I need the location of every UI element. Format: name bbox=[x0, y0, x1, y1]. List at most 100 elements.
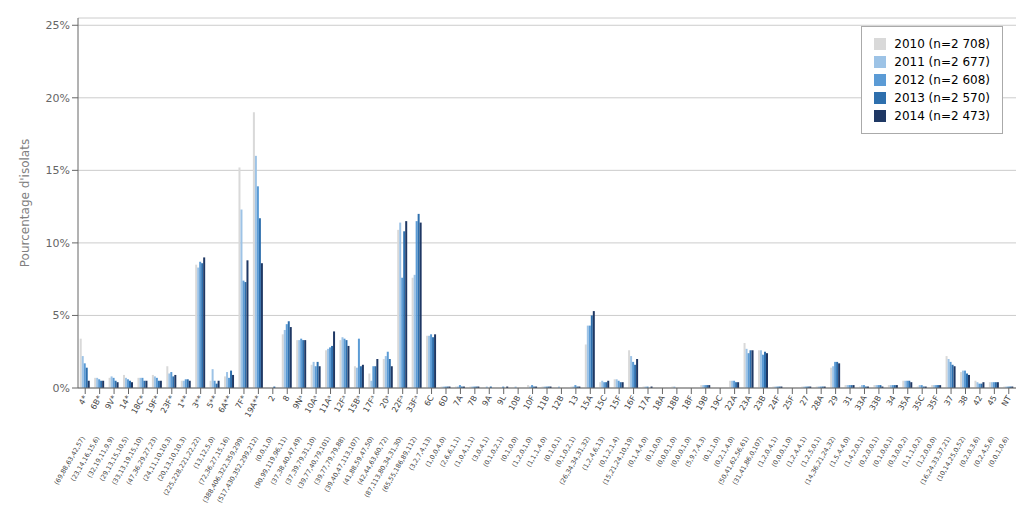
svg-text:(517,430,352,299,212): (517,430,352,299,212) bbox=[216, 435, 261, 504]
svg-text:(10,14,25,0,52): (10,14,25,0,52) bbox=[935, 435, 968, 483]
svg-text:16F: 16F bbox=[623, 394, 638, 412]
svg-text:(20,13,10,10,3): (20,13,10,10,3) bbox=[155, 435, 188, 483]
svg-text:23B: 23B bbox=[752, 394, 768, 412]
svg-text:17A: 17A bbox=[637, 394, 653, 413]
svg-text:12B: 12B bbox=[550, 394, 566, 412]
svg-text:25%: 25% bbox=[46, 19, 70, 32]
svg-text:(39,77,40,79,101): (39,77,40,79,101) bbox=[295, 435, 333, 490]
svg-text:15F: 15F bbox=[608, 394, 623, 412]
svg-text:22Fᵃ: 22Fᵃ bbox=[390, 394, 407, 414]
svg-text:(0,1,4,4,0): (0,1,4,4,0) bbox=[626, 435, 650, 468]
svg-text:9V*: 9V* bbox=[103, 394, 118, 411]
svg-text:9L: 9L bbox=[495, 394, 508, 407]
svg-text:(87,113,80,34,31,30): (87,113,80,34,31,30) bbox=[362, 435, 405, 499]
svg-text:35F: 35F bbox=[926, 394, 941, 412]
svg-text:33A: 33A bbox=[853, 394, 869, 413]
svg-text:7A: 7A bbox=[452, 394, 465, 408]
svg-text:19F*: 19F* bbox=[145, 394, 162, 415]
svg-text:(37,39,79,31,10): (37,39,79,31,10) bbox=[283, 435, 318, 487]
svg-text:(39,40,47,113,107): (39,40,47,113,107) bbox=[322, 435, 362, 494]
svg-text:18C*: 18C* bbox=[130, 394, 148, 416]
svg-text:(29,13,15,10,5): (29,13,15,10,5) bbox=[98, 435, 131, 483]
svg-text:(1,1,1,4,0): (1,1,1,4,0) bbox=[525, 435, 549, 468]
svg-text:9A: 9A bbox=[481, 394, 494, 408]
svg-text:35A: 35A bbox=[896, 394, 912, 413]
svg-text:18A: 18A bbox=[651, 394, 667, 413]
svg-text:(42,44,63,60,72): (42,44,63,60,72) bbox=[355, 435, 390, 487]
svg-text:19B: 19B bbox=[694, 394, 710, 412]
svg-text:0%: 0% bbox=[53, 382, 70, 395]
svg-text:5%: 5% bbox=[53, 309, 70, 322]
svg-text:(5,9,7,4,3): (5,9,7,4,3) bbox=[684, 435, 708, 468]
svg-text:(50,41,62,56,61): (50,41,62,56,61) bbox=[716, 435, 751, 487]
svg-text:29: 29 bbox=[827, 394, 840, 407]
svg-text:15A: 15A bbox=[579, 394, 595, 413]
svg-text:24F: 24F bbox=[767, 394, 782, 412]
svg-text:(0,1,0,2,1): (0,1,0,2,1) bbox=[482, 435, 506, 468]
svg-text:18B: 18B bbox=[666, 394, 682, 412]
svg-text:23A: 23A bbox=[738, 394, 754, 413]
svg-text:(37,38,40,47,49): (37,38,40,47,49) bbox=[269, 435, 304, 487]
svg-text:Pourcentage d'isolats: Pourcentage d'isolats bbox=[18, 139, 32, 267]
svg-text:27: 27 bbox=[798, 394, 811, 407]
svg-text:NT: NT bbox=[1000, 394, 1013, 408]
svg-text:42: 42 bbox=[971, 394, 984, 407]
svg-text:17Fᵃ: 17Fᵃ bbox=[361, 394, 378, 414]
svg-text:10F: 10F bbox=[522, 394, 537, 412]
svg-text:23F*: 23F* bbox=[159, 394, 176, 415]
svg-text:(14,36,21,24,32): (14,36,21,24,32) bbox=[803, 435, 838, 487]
svg-text:3**: 3** bbox=[191, 394, 205, 410]
svg-text:(0,0,1,0,6): (0,0,1,0,6) bbox=[987, 435, 1011, 468]
svg-text:(31,41,86,0,107): (31,41,86,0,107) bbox=[730, 435, 766, 487]
svg-text:6C: 6C bbox=[423, 394, 436, 408]
svg-text:19A**: 19A** bbox=[243, 394, 263, 419]
svg-text:15Bᵃ: 15Bᵃ bbox=[347, 394, 364, 415]
svg-text:31: 31 bbox=[841, 394, 854, 407]
svg-text:25F: 25F bbox=[781, 394, 796, 412]
svg-text:(26,34,34,31,32): (26,34,34,31,32) bbox=[557, 435, 592, 487]
svg-text:37: 37 bbox=[943, 394, 956, 407]
svg-text:10B: 10B bbox=[507, 394, 523, 412]
svg-text:(47,36,29,27,23): (47,36,29,27,23) bbox=[124, 435, 160, 487]
svg-text:10%: 10% bbox=[46, 237, 70, 250]
svg-text:(65,55,186,89,112): (65,55,186,89,112) bbox=[380, 435, 419, 494]
svg-text:28A: 28A bbox=[810, 394, 826, 413]
svg-text:15C: 15C bbox=[593, 394, 609, 413]
svg-text:13: 13 bbox=[567, 394, 580, 407]
svg-text:(24,11,10,10,3): (24,11,10,10,3) bbox=[141, 435, 174, 483]
svg-text:19C: 19C bbox=[709, 394, 725, 413]
svg-text:34: 34 bbox=[885, 394, 898, 407]
svg-text:33Fᵃ: 33Fᵃ bbox=[405, 394, 422, 414]
svg-text:(388,406,322,359,299): (388,406,322,359,299) bbox=[201, 435, 246, 505]
svg-text:11B: 11B bbox=[536, 394, 552, 412]
svg-text:(225,228,221,22,22): (225,228,221,22,22) bbox=[161, 435, 203, 498]
svg-text:6D: 6D bbox=[437, 394, 450, 408]
svg-text:45: 45 bbox=[986, 394, 999, 407]
svg-text:7B: 7B bbox=[466, 394, 479, 408]
svg-text:4*: 4* bbox=[77, 394, 89, 406]
svg-text:(15,21,24,10,19): (15,21,24,10,19) bbox=[601, 435, 636, 487]
svg-text:(23,14,16,15,6): (23,14,16,15,6) bbox=[69, 435, 102, 483]
svg-text:(1,0,4,1,1): (1,0,4,1,1) bbox=[453, 435, 477, 468]
svg-text:(72,36,27,15,16): (72,36,27,15,16) bbox=[197, 435, 232, 487]
svg-text:15%: 15% bbox=[46, 164, 70, 177]
svg-text:38: 38 bbox=[957, 394, 970, 407]
svg-text:1**: 1** bbox=[176, 394, 190, 410]
svg-text:20%: 20% bbox=[46, 92, 70, 105]
svg-text:11Aᵃ: 11Aᵃ bbox=[318, 394, 335, 415]
svg-text:33B: 33B bbox=[868, 394, 884, 412]
svg-text:(41,88,59,47,50): (41,88,59,47,50) bbox=[341, 435, 376, 487]
svg-text:22A: 22A bbox=[723, 394, 739, 413]
svg-text:6A**: 6A** bbox=[217, 394, 234, 415]
svg-text:6B*: 6B* bbox=[89, 394, 104, 411]
svg-text:8: 8 bbox=[281, 394, 291, 403]
svg-text:(39,77,79,79,88): (39,77,79,79,88) bbox=[312, 435, 347, 487]
svg-text:2: 2 bbox=[267, 394, 277, 403]
svg-text:(16,24,33,37,21): (16,24,33,37,21) bbox=[918, 435, 953, 487]
svg-text:35C: 35C bbox=[911, 394, 927, 413]
svg-text:(33,13,19,15,10): (33,13,19,15,10) bbox=[110, 435, 145, 487]
svg-text:(69,88,63,42,57): (69,88,63,42,57) bbox=[52, 435, 87, 487]
svg-text:18F: 18F bbox=[680, 394, 695, 412]
svg-text:10Aᵃ: 10Aᵃ bbox=[303, 394, 320, 415]
svg-text:(90,99,119,96,11): (90,99,119,96,11) bbox=[252, 435, 289, 490]
